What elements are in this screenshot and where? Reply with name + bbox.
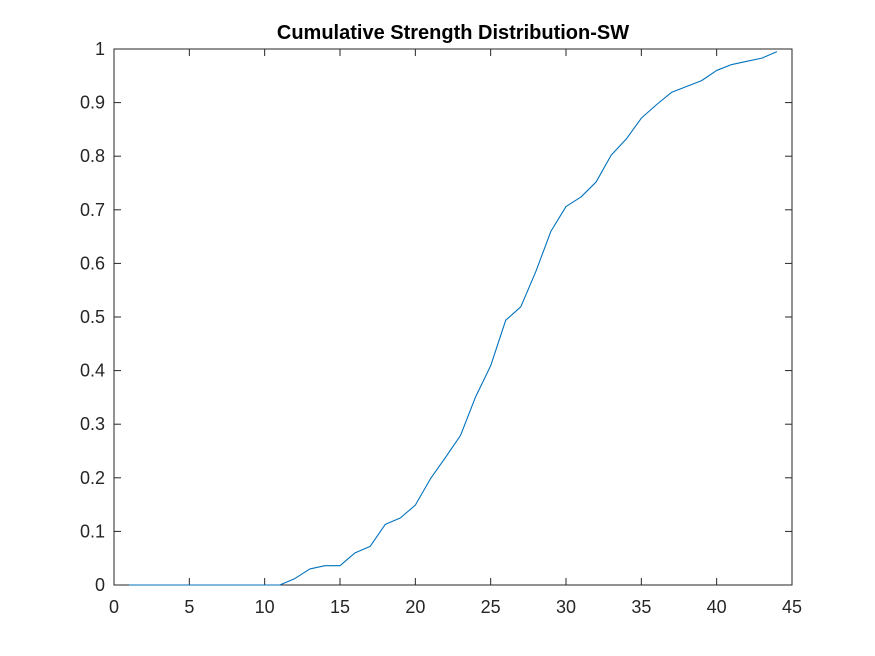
x-tick-label: 35	[631, 597, 651, 617]
y-tick-label: 0.7	[80, 200, 105, 220]
y-tick-label: 0.9	[80, 93, 105, 113]
y-tick-label: 0.5	[80, 307, 105, 327]
x-tick-label: 0	[109, 597, 119, 617]
y-tick-label: 0.8	[80, 146, 105, 166]
x-tick-label: 20	[405, 597, 425, 617]
x-tick-label: 15	[330, 597, 350, 617]
x-tick-label: 30	[556, 597, 576, 617]
y-tick-label: 0.6	[80, 253, 105, 273]
x-tick-label: 10	[255, 597, 275, 617]
y-tick-label: 0.4	[80, 361, 105, 381]
x-tick-label: 45	[782, 597, 802, 617]
y-tick-label: 0	[95, 575, 105, 595]
x-tick-label: 40	[707, 597, 727, 617]
x-tick-label: 5	[184, 597, 194, 617]
chart-title: Cumulative Strength Distribution-SW	[277, 22, 629, 44]
y-tick-label: 0.1	[80, 521, 105, 541]
series-line	[129, 51, 778, 586]
x-tick-label: 25	[481, 597, 501, 617]
y-tick-label: 0.3	[80, 414, 105, 434]
y-tick-label: 1	[95, 39, 105, 59]
y-tick-label: 0.2	[80, 468, 105, 488]
plot-area-frame	[113, 48, 793, 586]
